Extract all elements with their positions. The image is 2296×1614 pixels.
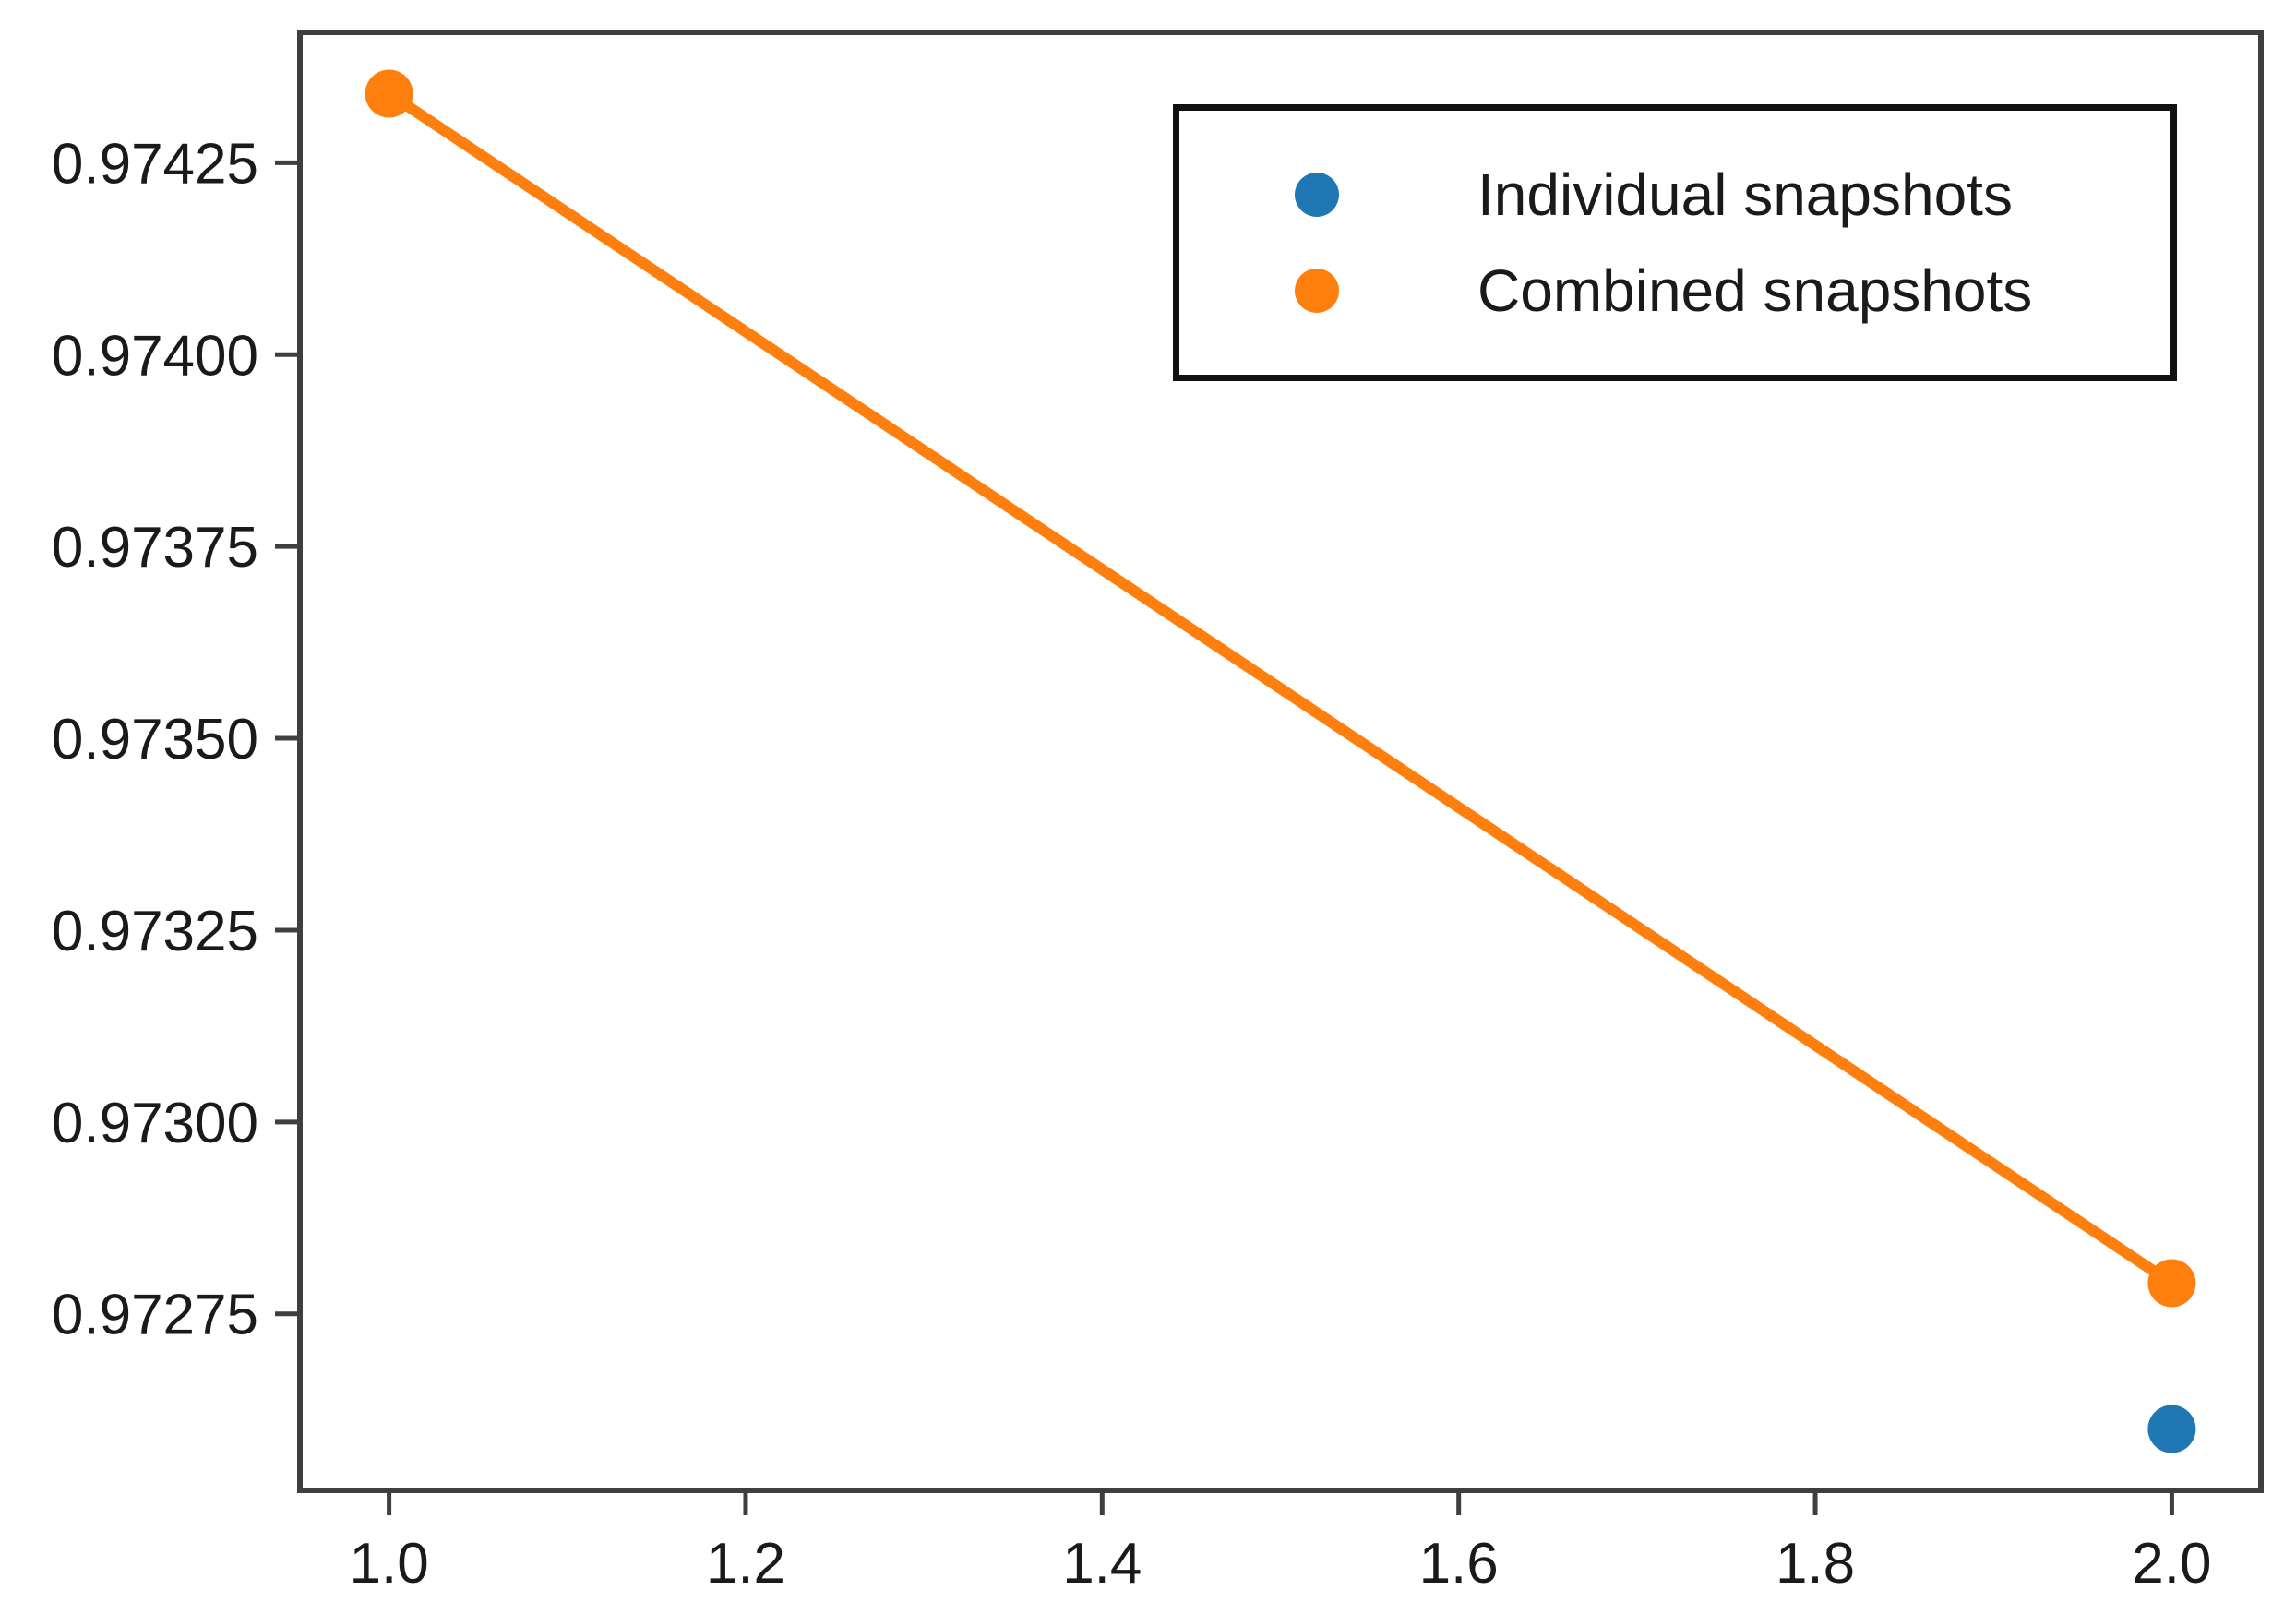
legend-label: Combined snapshots: [1477, 257, 2033, 324]
data-point-series-1: [365, 69, 413, 118]
x-tick-label: 2.0: [2132, 1532, 2211, 1596]
x-tick-label: 1.6: [1419, 1532, 1499, 1596]
legend-label: Individual snapshots: [1477, 161, 2013, 228]
legend-item-combined-snapshots: Combined snapshots: [1179, 261, 2170, 320]
series-line-1: [383, 88, 2178, 1289]
data-point-series-0: [2147, 1405, 2196, 1453]
plot-border: [297, 30, 2264, 1493]
legend-item-individual-snapshots: Individual snapshots: [1179, 165, 2170, 224]
y-tick-label: 0.97350: [52, 708, 258, 771]
y-tick-label: 0.97300: [52, 1092, 258, 1155]
combined-snapshots-marker-icon: [1295, 269, 1339, 313]
x-tick-label: 1.2: [706, 1532, 785, 1596]
legend: Individual snapshots Combined snapshots: [1173, 104, 2177, 381]
y-tick-label: 0.97400: [52, 324, 258, 388]
data-point-series-1: [2147, 1259, 2196, 1308]
y-tick-label: 0.97375: [52, 516, 258, 580]
y-tick-label: 0.97425: [52, 132, 258, 196]
x-tick-label: 1.0: [349, 1532, 428, 1596]
x-tick-label: 1.8: [1776, 1532, 1855, 1596]
y-tick-label: 0.97275: [52, 1284, 258, 1347]
y-tick-label: 0.97325: [52, 900, 258, 963]
individual-snapshots-marker-icon: [1295, 173, 1339, 217]
x-tick-label: 1.4: [1062, 1532, 1142, 1596]
